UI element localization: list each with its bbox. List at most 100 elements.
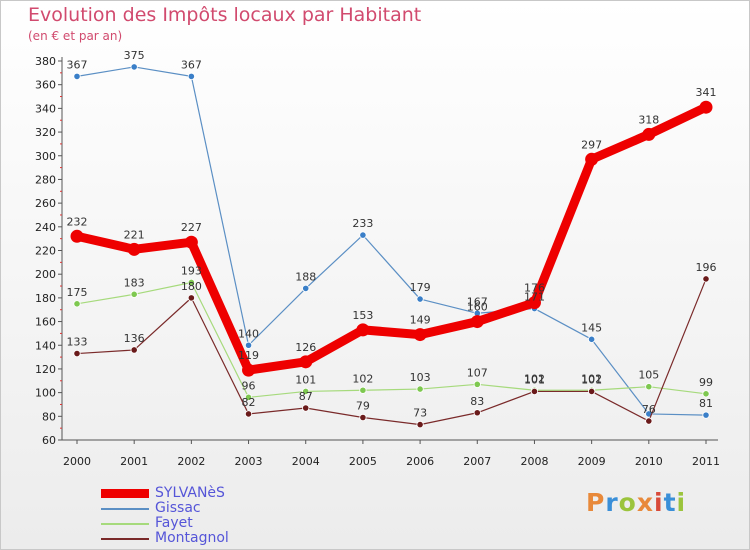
data-point-fayet	[187, 278, 195, 287]
legend-item-sylvan-s: SYLVANèS	[101, 486, 229, 501]
y-tick-label: 140	[35, 339, 56, 352]
y-tick-label: 280	[35, 173, 56, 186]
chart-subtitle: (en € et par an)	[28, 29, 123, 43]
legend-item-gissac: Gissac	[101, 501, 229, 516]
legend-label-sylvan-s: SYLVANèS	[155, 485, 225, 501]
data-label-fayet: 175	[67, 286, 88, 299]
data-label-gissac: 140	[238, 327, 259, 340]
data-point-fayet	[244, 393, 253, 401]
data-point-montagnol	[187, 294, 195, 302]
data-label-gissac: 375	[124, 49, 145, 62]
data-point-fayet	[645, 383, 653, 391]
data-label-montagnol: 101	[524, 373, 545, 386]
series-line-gissac	[76, 66, 707, 416]
data-point-sylvan-s	[356, 323, 370, 337]
series-line-sylvan-s	[72, 102, 711, 375]
data-label-montagnol: 196	[696, 261, 717, 274]
data-label-montagnol: 79	[356, 399, 370, 412]
data-label-sylvan-s: 318	[638, 113, 659, 126]
data-point-montagnol	[416, 421, 424, 429]
data-point-gissac	[244, 341, 253, 349]
x-tick-label: 2009	[578, 455, 606, 468]
data-label-fayet: 96	[242, 379, 256, 392]
proxiti-logo: Proxiti	[586, 488, 687, 517]
data-label-montagnol: 180	[181, 280, 202, 293]
data-label-fayet: 107	[467, 366, 488, 379]
x-tick-label: 2007	[463, 455, 491, 468]
data-point-fayet	[473, 380, 481, 388]
legend-item-fayet: Fayet	[101, 516, 229, 531]
series-layer	[70, 63, 713, 429]
data-label-fayet: 102	[524, 372, 545, 385]
data-label-montagnol: 82	[242, 396, 256, 409]
data-label-sylvan-s: 153	[352, 309, 373, 322]
data-point-montagnol	[530, 387, 539, 396]
data-point-sylvan-s	[299, 355, 313, 369]
data-label-gissac: 367	[181, 58, 202, 71]
legend-swatch-gissac	[101, 507, 149, 510]
data-label-montagnol: 136	[124, 332, 145, 345]
legend-label-fayet: Fayet	[155, 515, 193, 531]
data-label-gissac: 367	[67, 58, 88, 71]
x-tick-label: 2003	[235, 455, 263, 468]
data-point-sylvan-s	[699, 100, 713, 114]
y-tick-label: 240	[35, 221, 56, 234]
data-point-gissac	[302, 284, 310, 292]
data-point-fayet	[359, 386, 367, 394]
y-tick-label: 300	[35, 150, 56, 163]
data-point-montagnol	[130, 346, 138, 354]
data-label-montagnol: 83	[470, 395, 484, 408]
y-tick-label: 340	[35, 102, 56, 115]
data-label-fayet: 193	[181, 264, 202, 277]
data-label-sylvan-s: 227	[181, 221, 202, 234]
data-point-sylvan-s	[642, 127, 656, 141]
data-point-fayet	[302, 387, 310, 396]
x-tick-label: 2002	[177, 455, 205, 468]
data-point-fayet	[73, 300, 81, 308]
data-label-fayet: 183	[124, 276, 145, 289]
data-label-gissac: 179	[410, 281, 431, 294]
x-tick-label: 2011	[692, 455, 720, 468]
data-label-sylvan-s: 149	[410, 314, 431, 327]
data-label-gissac: 188	[295, 270, 316, 283]
data-label-montagnol: 87	[299, 390, 313, 403]
data-label-montagnol: 101	[581, 373, 602, 386]
data-point-gissac	[588, 335, 596, 343]
data-point-montagnol	[302, 404, 310, 412]
data-label-montagnol: 76	[642, 403, 656, 416]
data-label-sylvan-s: 221	[124, 228, 145, 241]
data-point-montagnol	[702, 275, 710, 283]
data-label-fayet: 102	[581, 372, 602, 385]
data-point-fayet	[130, 290, 138, 298]
data-point-montagnol	[73, 349, 81, 358]
y-tick-label: 320	[35, 126, 56, 139]
data-label-gissac: 81	[699, 397, 713, 410]
x-tick-label: 2004	[292, 455, 320, 468]
data-point-montagnol	[645, 417, 653, 425]
y-tick-label: 60	[42, 434, 56, 447]
y-tick-label: 220	[35, 245, 56, 258]
x-tick-label: 2005	[349, 455, 377, 468]
data-label-sylvan-s: 297	[581, 138, 602, 151]
series-line-montagnol	[76, 278, 707, 426]
data-label-fayet: 102	[352, 372, 373, 385]
data-point-sylvan-s	[184, 235, 198, 249]
data-point-fayet	[702, 390, 710, 398]
legend-swatch-fayet	[101, 522, 149, 525]
data-point-gissac	[416, 295, 424, 303]
data-point-gissac	[130, 63, 138, 71]
data-point-sylvan-s	[527, 296, 541, 310]
y-tick-label: 160	[35, 316, 56, 329]
data-point-sylvan-s	[70, 229, 84, 243]
y-tick-label: 380	[35, 55, 56, 68]
legend-item-montagnol: Montagnol	[101, 531, 229, 546]
chart-title: Evolution des Impôts locaux par Habitant	[28, 4, 422, 26]
legend-label-gissac: Gissac	[155, 500, 201, 516]
legend-swatch-sylvan-s	[101, 489, 149, 498]
data-label-sylvan-s: 119	[238, 349, 259, 362]
data-labels-layer: 367 375 367 140 188 233 179 167 171 145 81 175 183 19…	[67, 49, 717, 420]
series-line-fayet	[76, 281, 707, 398]
data-point-montagnol	[359, 413, 367, 422]
data-point-gissac	[359, 231, 367, 239]
